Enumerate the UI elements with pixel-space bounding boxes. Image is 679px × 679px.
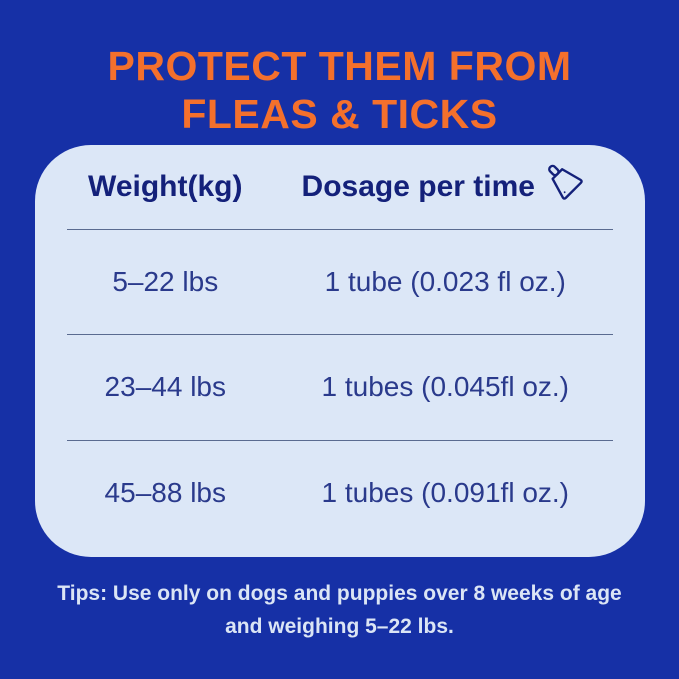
page-title-line1: PROTECT THEM FROM xyxy=(107,43,572,89)
weight-cell: 23–44 lbs xyxy=(104,371,226,403)
table-row: 23–44 lbs 1 tubes (0.045fl oz.) xyxy=(67,335,613,439)
tips-note: Tips: Use only on dogs and puppies over … xyxy=(0,578,679,643)
weight-cell: 45–88 lbs xyxy=(104,476,226,508)
weight-cell: 5–22 lbs xyxy=(112,266,219,298)
table-divider xyxy=(67,439,613,441)
dosage-cell: 1 tube (0.023 fl oz.) xyxy=(324,266,566,298)
tips-line1: Tips: Use only on dogs and puppies over … xyxy=(57,582,622,605)
column-header-dosage: Dosage per time xyxy=(264,164,613,206)
table-header-row: Weight(kg) Dosage per time xyxy=(67,145,613,229)
dosage-table-card: Weight(kg) Dosage per time 5–22 lbs 1 tu… xyxy=(35,145,645,557)
tips-line2: and weighing 5–22 lbs. xyxy=(225,614,454,638)
column-header-dosage-label: Dosage per time xyxy=(301,170,535,203)
table-row: 5–22 lbs 1 tube (0.023 fl oz.) xyxy=(67,230,613,334)
spot-on-applicator-tube-icon xyxy=(548,164,583,200)
dosage-cell: 1 tubes (0.045fl oz.) xyxy=(321,371,569,403)
table-row: 45–88 lbs 1 tubes (0.091fl oz.) xyxy=(67,441,613,545)
page-title-line2: FLEAS & TICKS xyxy=(181,91,498,138)
page-title: PROTECT THEM FROM FLEAS & TICKS xyxy=(0,42,679,139)
table-divider xyxy=(67,229,613,230)
table-divider xyxy=(67,334,613,336)
column-header-weight: Weight(kg) xyxy=(88,170,243,203)
dosage-cell: 1 tubes (0.091fl oz.) xyxy=(321,476,569,508)
